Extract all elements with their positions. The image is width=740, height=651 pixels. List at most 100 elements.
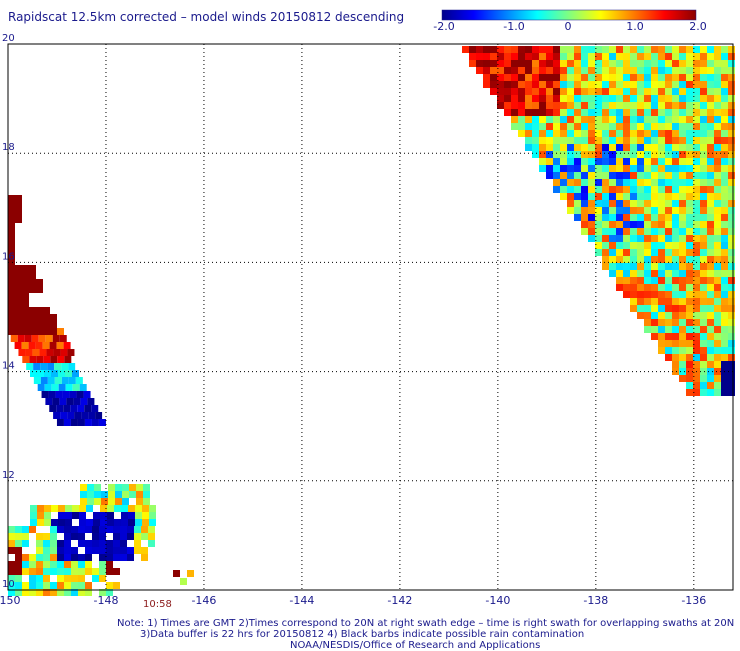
data-cell <box>602 137 609 144</box>
data-cell <box>567 193 574 200</box>
data-cell <box>693 375 700 382</box>
data-cell <box>686 368 693 375</box>
data-cell <box>581 214 588 221</box>
data-cell <box>679 277 686 284</box>
data-cell <box>714 60 721 67</box>
data-cell <box>50 533 57 540</box>
data-cell <box>707 95 714 102</box>
data-cell <box>525 53 532 60</box>
data-cell <box>693 74 700 81</box>
data-cell <box>658 249 665 256</box>
data-cell <box>721 242 728 249</box>
data-cell <box>714 88 721 95</box>
data-cell <box>546 53 553 60</box>
data-cell <box>707 305 714 312</box>
data-cell <box>553 74 560 81</box>
data-cell <box>637 158 644 165</box>
data-cell <box>728 277 735 284</box>
data-cell <box>693 389 700 396</box>
colorbar-tick: 1.0 <box>626 20 644 33</box>
data-cell <box>672 88 679 95</box>
data-cell <box>30 370 37 377</box>
data-cell <box>29 279 36 286</box>
data-cell <box>623 242 630 249</box>
data-cell <box>518 130 525 137</box>
data-cell <box>22 526 29 533</box>
data-cell <box>560 130 567 137</box>
data-cell <box>707 151 714 158</box>
data-cell <box>700 95 707 102</box>
data-cell <box>525 60 532 67</box>
data-cell <box>644 130 651 137</box>
data-cell <box>567 102 574 109</box>
data-cell <box>546 60 553 67</box>
data-cell <box>56 342 64 349</box>
data-cell <box>700 326 707 333</box>
data-cell <box>714 172 721 179</box>
data-cell <box>658 46 665 53</box>
data-cell <box>707 375 714 382</box>
data-cell <box>567 207 574 214</box>
data-cell <box>121 519 128 526</box>
data-cell <box>43 554 50 561</box>
data-cell <box>54 363 62 370</box>
data-cell <box>8 237 15 244</box>
data-cell <box>623 221 630 228</box>
data-cell <box>658 312 665 319</box>
data-cell <box>532 144 539 151</box>
data-cell <box>588 200 595 207</box>
data-cell <box>87 484 94 491</box>
x-tick-label: -138 <box>583 594 608 607</box>
data-cell <box>553 151 560 158</box>
data-cell <box>497 67 504 74</box>
data-cell <box>644 74 651 81</box>
data-cell <box>686 214 693 221</box>
data-cell <box>539 53 546 60</box>
data-cell <box>672 46 679 53</box>
data-cell <box>15 293 22 300</box>
data-cell <box>616 277 623 284</box>
data-cell <box>43 328 50 335</box>
data-cell <box>658 67 665 74</box>
data-cell <box>94 491 101 498</box>
data-cell <box>630 123 637 130</box>
data-cell <box>567 151 574 158</box>
data-cell <box>106 554 113 561</box>
data-cell <box>602 95 609 102</box>
data-cell <box>609 158 616 165</box>
data-cell <box>700 74 707 81</box>
data-cell <box>686 319 693 326</box>
colorbar-gradient <box>441 9 697 21</box>
data-cell <box>99 547 106 554</box>
data-cell <box>54 377 62 384</box>
data-cell <box>623 172 630 179</box>
data-cell <box>623 151 630 158</box>
data-cell <box>483 67 490 74</box>
data-cell <box>665 130 672 137</box>
data-cell <box>658 102 665 109</box>
data-cell <box>50 328 57 335</box>
data-cell <box>651 130 658 137</box>
data-cell <box>630 256 637 263</box>
data-cell <box>658 242 665 249</box>
data-cell <box>700 361 707 368</box>
data-cell <box>721 284 728 291</box>
data-cell <box>36 540 43 547</box>
x-tick-label: -150 <box>0 594 20 607</box>
data-cell <box>658 95 665 102</box>
data-cell <box>616 172 623 179</box>
data-cell <box>29 554 36 561</box>
data-cell <box>71 582 78 589</box>
data-cell <box>22 279 29 286</box>
data-cell <box>644 172 651 179</box>
data-cell <box>651 207 658 214</box>
data-cell <box>714 305 721 312</box>
data-cell <box>595 249 602 256</box>
data-cell <box>714 53 721 60</box>
data-cell <box>560 172 567 179</box>
data-cell <box>8 223 15 230</box>
data-cell <box>630 102 637 109</box>
data-cell <box>686 53 693 60</box>
data-cell <box>490 67 497 74</box>
data-cell <box>595 144 602 151</box>
